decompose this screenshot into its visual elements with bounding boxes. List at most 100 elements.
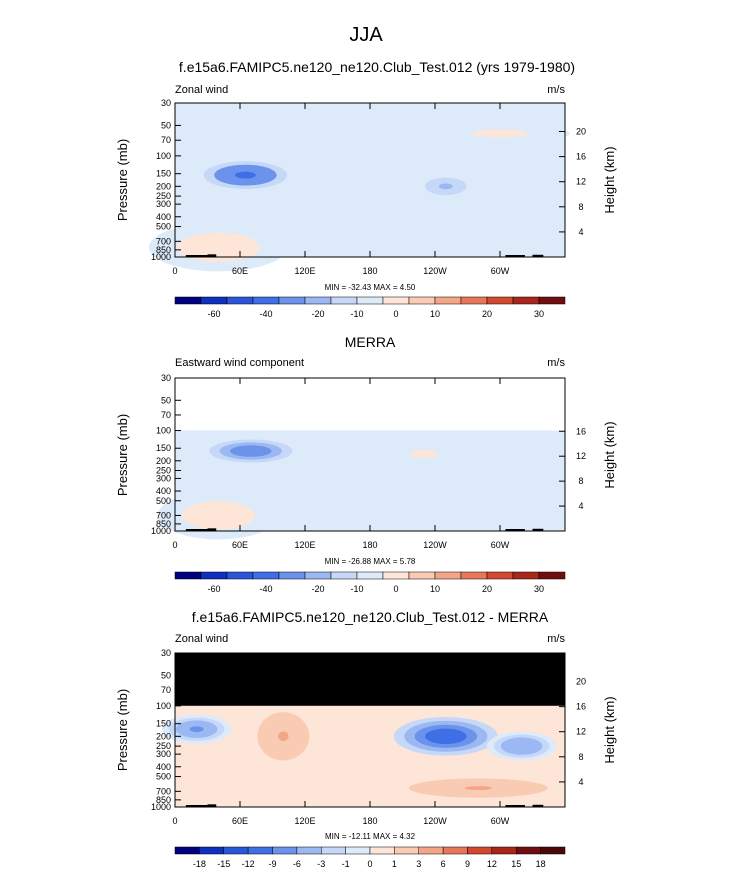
pressure-tick-label: 100	[156, 701, 171, 711]
colorbar-label: 30	[534, 309, 544, 319]
colorbar-swatch	[278, 296, 306, 305]
terrain-mask	[532, 528, 544, 531]
pressure-tick-label: 850	[156, 519, 171, 529]
colorbar-swatch	[467, 846, 493, 855]
colorbar-swatch	[418, 846, 444, 855]
colorbar-swatch	[394, 846, 419, 855]
panel-title: f.e15a6.FAMIPC5.ne120_ne120.Club_Test.01…	[179, 59, 575, 75]
lon-tick-label: 0	[172, 816, 177, 826]
colorbar-swatch	[491, 846, 517, 855]
colorbar-swatch	[408, 571, 436, 580]
height-tick-label: 4	[578, 501, 583, 511]
lon-tick-label: 60E	[232, 816, 248, 826]
colorbar-swatch	[200, 296, 228, 305]
contour-fill	[204, 242, 233, 253]
colorbar-swatch	[486, 571, 514, 580]
colorbar-swatch	[304, 296, 332, 305]
colorbar-swatch	[199, 846, 224, 855]
lon-tick-label: 120W	[423, 266, 447, 276]
height-tick-label: 8	[578, 752, 583, 762]
colorbar-model: -60 -40 -20 -10 0 10 20 30	[174, 296, 566, 319]
pressure-tick-label: 300	[156, 473, 171, 483]
panel-model: f.e15a6.FAMIPC5.ne120_ne120.Club_Test.01…	[115, 59, 617, 319]
terrain-mask	[207, 528, 217, 531]
panel-diff: f.e15a6.FAMIPC5.ne120_ne120.Club_Test.01…	[115, 609, 617, 869]
height-tick-label: 12	[576, 177, 586, 187]
lon-tick-label: 180	[362, 816, 377, 826]
colorbar-swatch	[369, 846, 395, 855]
lon-tick-label: 180	[362, 540, 377, 550]
colorbar-swatch	[382, 571, 410, 580]
terrain-mask	[185, 805, 217, 807]
colorbar-swatch	[304, 571, 332, 580]
contour-fill	[486, 131, 514, 136]
colorbar-label: 6	[441, 859, 446, 869]
height-tick-label: 12	[576, 727, 586, 737]
colorbar-label: 3	[416, 859, 421, 869]
figure-title: JJA	[349, 24, 383, 46]
colorbar-label: 0	[393, 584, 398, 594]
lon-tick-label: 120W	[423, 816, 447, 826]
pressure-tick-label: 500	[156, 772, 171, 782]
height-tick-label: 8	[578, 476, 583, 486]
pressure-tick-label: 500	[156, 496, 171, 506]
terrain-mask	[532, 804, 544, 807]
contour-fill	[464, 786, 493, 791]
terrain-mask	[185, 529, 217, 531]
pressure-tick-label: 150	[156, 169, 171, 179]
colorbar-swatch	[356, 296, 384, 305]
terrain-mask	[207, 804, 217, 807]
pressure-tick-label: 850	[156, 795, 171, 805]
terrain-mask	[532, 254, 544, 257]
colorbar-label: 18	[536, 859, 546, 869]
colorbar-label: -6	[293, 859, 301, 869]
variable-label: Zonal wind	[175, 84, 228, 96]
variable-label: Eastward wind component	[175, 357, 304, 369]
colorbar-swatch	[174, 846, 200, 855]
colorbar-swatch	[345, 846, 371, 855]
pressure-tick-label: 50	[161, 395, 171, 405]
colorbar-label: -20	[311, 584, 324, 594]
pressure-tick-label: 200	[156, 181, 171, 191]
colorbar-swatch	[278, 571, 306, 580]
pressure-tick-label: 700	[156, 510, 171, 520]
contour-fill	[278, 731, 289, 742]
pressure-tick-label: 150	[156, 719, 171, 729]
pressure-axis-label: Pressure (mb)	[115, 139, 130, 221]
pressure-tick-label: 1000	[151, 252, 171, 262]
height-tick-label: 20	[576, 677, 586, 687]
colorbar-swatch	[330, 571, 358, 580]
colorbar-label: -40	[259, 309, 272, 319]
lon-tick-label: 0	[172, 266, 177, 276]
lon-tick-label: 120E	[294, 540, 315, 550]
colorbar-swatch	[174, 571, 202, 580]
contour-fill	[235, 171, 256, 179]
contour-fill	[417, 451, 432, 456]
colorbar-swatch	[408, 296, 436, 305]
colorbar-swatch	[252, 296, 280, 305]
colorbar-label: -40	[259, 584, 272, 594]
contour-fill	[514, 743, 529, 750]
units-label: m/s	[547, 357, 565, 369]
pressure-tick-label: 700	[156, 236, 171, 246]
pressure-axis-label: Pressure (mb)	[115, 414, 130, 496]
pressure-tick-label: 400	[156, 486, 171, 496]
colorbar-swatch	[296, 846, 322, 855]
colorbar-label: 30	[534, 584, 544, 594]
colorbar-swatch	[174, 296, 202, 305]
no-data-region	[175, 653, 565, 706]
colorbar-label: -15	[217, 859, 230, 869]
colorbar-swatch	[330, 296, 358, 305]
colorbar-swatch	[434, 571, 462, 580]
colorbar-swatch	[223, 846, 249, 855]
lon-tick-label: 120W	[423, 540, 447, 550]
height-tick-label: 4	[578, 777, 583, 787]
pressure-tick-label: 700	[156, 786, 171, 796]
contour-fill	[240, 448, 262, 454]
height-tick-label: 8	[578, 202, 583, 212]
colorbar-swatch	[460, 571, 488, 580]
pressure-tick-label: 70	[161, 410, 171, 420]
